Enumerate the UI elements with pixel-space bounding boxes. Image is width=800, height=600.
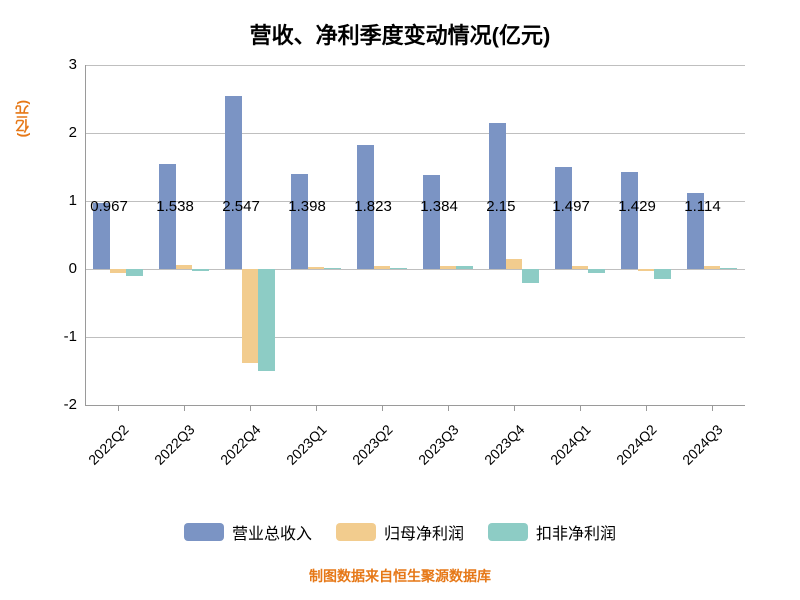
xtick-mark xyxy=(382,405,383,411)
bar-value-label: 1.384 xyxy=(420,198,458,215)
gridline xyxy=(85,65,745,66)
legend-swatch xyxy=(184,523,224,541)
bar xyxy=(159,164,176,269)
xtick-label: 2023Q2 xyxy=(342,421,396,475)
xtick-mark xyxy=(250,405,251,411)
y-axis-line xyxy=(85,65,86,405)
gridline xyxy=(85,133,745,134)
bar xyxy=(638,269,655,271)
bar xyxy=(390,268,407,269)
ytick-label: 3 xyxy=(45,56,77,73)
bar xyxy=(308,267,325,269)
ytick-label: -2 xyxy=(45,396,77,413)
bar xyxy=(176,265,193,269)
xtick-mark xyxy=(448,405,449,411)
bar xyxy=(506,259,523,269)
bar xyxy=(110,269,127,273)
gridline xyxy=(85,337,745,338)
bar xyxy=(291,174,308,269)
xtick-mark xyxy=(580,405,581,411)
bar xyxy=(456,266,473,269)
bar-value-label: 1.823 xyxy=(354,198,392,215)
bar-value-label: 2.547 xyxy=(222,198,260,215)
xtick-label: 2024Q3 xyxy=(672,421,726,475)
bar xyxy=(126,269,143,276)
legend-label: 归母净利润 xyxy=(384,520,464,544)
xtick-label: 2022Q4 xyxy=(210,421,264,475)
legend-item: 归母净利润 xyxy=(336,520,464,544)
bar-value-label: 1.114 xyxy=(684,198,720,215)
bar xyxy=(588,269,605,273)
bar xyxy=(423,175,440,269)
bar xyxy=(192,269,209,271)
bar xyxy=(258,269,275,371)
xtick-label: 2023Q1 xyxy=(276,421,330,475)
bar xyxy=(522,269,539,283)
plot-area: -2-101230.9672022Q21.5382022Q32.5472022Q… xyxy=(85,65,745,405)
legend-swatch xyxy=(488,523,528,541)
chart-title: 营收、净利季度变动情况(亿元) xyxy=(0,18,800,50)
xtick-mark xyxy=(646,405,647,411)
bar xyxy=(704,266,721,269)
chart-container: 营收、净利季度变动情况(亿元) (亿元) -2-101230.9672022Q2… xyxy=(0,0,800,600)
legend-item: 扣非净利润 xyxy=(488,520,616,544)
xtick-mark xyxy=(184,405,185,411)
bar-value-label: 1.497 xyxy=(552,198,590,215)
bar xyxy=(374,266,391,269)
bar xyxy=(720,268,737,269)
xtick-mark xyxy=(316,405,317,411)
xtick-mark xyxy=(514,405,515,411)
xtick-label: 2023Q4 xyxy=(474,421,528,475)
xtick-mark xyxy=(712,405,713,411)
ytick-label: -1 xyxy=(45,328,77,345)
bar-value-label: 2.15 xyxy=(486,198,515,215)
chart-footer: 制图数据来自恒生聚源数据库 xyxy=(0,566,800,586)
xtick-label: 2022Q3 xyxy=(144,421,198,475)
bar-value-label: 1.538 xyxy=(156,198,194,215)
ytick-label: 0 xyxy=(45,260,77,277)
legend-label: 营业总收入 xyxy=(232,520,312,544)
legend-item: 营业总收入 xyxy=(184,520,312,544)
bar xyxy=(654,269,671,279)
legend: 营业总收入 归母净利润 扣非净利润 xyxy=(0,520,800,544)
xtick-mark xyxy=(118,405,119,411)
xtick-label: 2024Q1 xyxy=(540,421,594,475)
y-axis-label: (亿元) xyxy=(12,100,32,137)
xtick-label: 2023Q3 xyxy=(408,421,462,475)
xtick-label: 2022Q2 xyxy=(78,421,132,475)
bar-value-label: 1.398 xyxy=(288,198,326,215)
bar-value-label: 1.429 xyxy=(618,198,656,215)
ytick-label: 1 xyxy=(45,192,77,209)
xtick-label: 2024Q2 xyxy=(606,421,660,475)
legend-label: 扣非净利润 xyxy=(536,520,616,544)
bar xyxy=(621,172,638,269)
ytick-label: 2 xyxy=(45,124,77,141)
bar xyxy=(489,123,506,269)
bar xyxy=(555,167,572,269)
bar xyxy=(242,269,259,363)
bar xyxy=(572,266,589,269)
bar xyxy=(324,268,341,269)
bar-value-label: 0.967 xyxy=(90,198,128,215)
bar xyxy=(440,266,457,269)
legend-swatch xyxy=(336,523,376,541)
bar xyxy=(225,96,242,269)
